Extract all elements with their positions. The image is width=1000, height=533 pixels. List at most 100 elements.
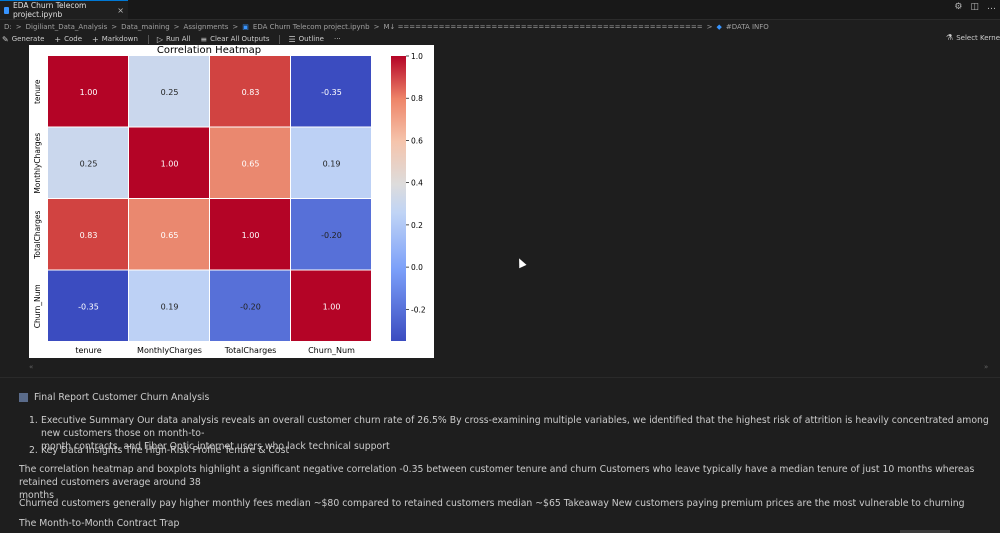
cell-value-label: -0.35 xyxy=(78,302,99,311)
bar-chart-icon xyxy=(19,393,28,402)
breadcrumb-item[interactable]: M↓ =====================================… xyxy=(383,22,703,31)
colorbar-tick-label: -0.2 xyxy=(411,305,426,314)
cell-value-label: 1.00 xyxy=(323,302,341,311)
cell-value-label: 0.65 xyxy=(161,231,179,240)
cell-value-label: -0.35 xyxy=(321,88,342,97)
add-markdown-button[interactable]: + Markdown xyxy=(92,35,138,44)
toolbar-separator xyxy=(279,34,281,44)
heatmap-cell xyxy=(291,127,371,198)
clear-all-icon: ≡ xyxy=(200,34,208,44)
sparkle-icon: ✎ xyxy=(2,34,9,44)
more-label: ··· xyxy=(333,35,341,43)
heatmap-cell xyxy=(129,56,209,127)
add-code-button[interactable]: + Code xyxy=(54,35,82,44)
cell-value-label: 0.65 xyxy=(242,159,260,168)
report-title: Final Report Customer Churn Analysis xyxy=(34,392,210,403)
heatmap-cell xyxy=(210,199,290,270)
y-tick-label: tenure xyxy=(33,79,42,104)
gear-icon[interactable]: ⚙ xyxy=(954,2,963,12)
breadcrumb-item[interactable]: Assignments xyxy=(183,22,229,31)
generate-button[interactable]: ✎ Generate xyxy=(2,35,44,44)
clear-outputs-button[interactable]: ≡ Clear All Outputs xyxy=(200,35,269,44)
breadcrumb: D: > Digiliant_Data_Analysis > Data_main… xyxy=(0,20,1000,33)
item1-text: Executive Summary Our data analysis reve… xyxy=(41,415,989,439)
breadcrumb-item[interactable]: Data_maining xyxy=(121,22,170,31)
colorbar-tick-label: 0.4 xyxy=(411,179,423,188)
colorbar-tick-label: 0.0 xyxy=(411,263,423,272)
heatmap-cell xyxy=(210,127,290,198)
run-all-button[interactable]: ▷ Run All xyxy=(157,35,190,44)
plus-icon: + xyxy=(54,34,62,44)
scroll-right-icon[interactable]: » xyxy=(984,363,989,371)
heatmap-cell xyxy=(210,270,290,341)
heatmap-cell xyxy=(48,56,128,127)
generate-label: Generate xyxy=(11,35,45,43)
status-indicator xyxy=(900,530,950,533)
cell-divider xyxy=(0,377,1000,378)
plus-icon: + xyxy=(92,34,99,44)
symbol-icon: ◆ xyxy=(716,22,722,31)
x-tick-label: tenure xyxy=(75,346,101,355)
list-icon: ☰ xyxy=(288,34,296,44)
paragraph: The correlation heatmap and boxplots hig… xyxy=(19,463,994,502)
cell-value-label: 1.00 xyxy=(242,231,260,240)
split-editor-icon[interactable]: ◫ xyxy=(970,2,979,12)
outline-button[interactable]: ☰ Outline xyxy=(288,35,324,44)
cell-value-label: 0.83 xyxy=(242,88,260,97)
breadcrumb-item[interactable]: Digiliant_Data_Analysis xyxy=(25,22,108,31)
breadcrumb-item[interactable]: EDA Churn Telecom project.ipynb xyxy=(252,22,370,31)
heatmap-cell xyxy=(129,127,209,198)
breadcrumb-separator: > xyxy=(173,22,180,31)
breadcrumb-separator: > xyxy=(111,22,118,31)
breadcrumb-item[interactable]: D: xyxy=(4,22,12,31)
heatmap-cell xyxy=(210,56,290,127)
close-icon[interactable]: × xyxy=(117,5,124,15)
scroll-left-icon[interactable]: « xyxy=(29,363,34,371)
paragraph: The Month-to-Month Contract Trap xyxy=(19,517,179,530)
notebook-tab[interactable]: EDA Churn Telecom project.ipynb × xyxy=(0,0,128,19)
heatmap-cell xyxy=(129,270,209,341)
mouse-cursor xyxy=(515,256,527,269)
heatmap-cell xyxy=(291,199,371,270)
y-tick-label: MonthlyCharges xyxy=(33,133,42,194)
heatmap-cell xyxy=(291,270,371,341)
kernel-label: Select Kernel xyxy=(956,33,1000,42)
more-actions-button[interactable]: ··· xyxy=(334,35,341,43)
more-icon[interactable]: … xyxy=(987,2,996,12)
editor-tab-bar: EDA Churn Telecom project.ipynb × ⚙ ◫ … xyxy=(0,0,1000,20)
colorbar-tick-label: 0.6 xyxy=(411,136,423,145)
item2-text: Key Data Insights The High-Risk Profile … xyxy=(41,445,290,456)
para2-text: Churned customers generally pay higher m… xyxy=(19,498,965,509)
cell-value-label: 0.25 xyxy=(80,159,98,168)
paragraph: Churned customers generally pay higher m… xyxy=(19,497,965,510)
cell-value-label: 0.19 xyxy=(323,159,341,168)
colorbar-tick-label: 0.8 xyxy=(411,94,423,103)
para1-text: The correlation heatmap and boxplots hig… xyxy=(19,464,975,488)
colorbar xyxy=(391,56,406,341)
y-tick-label: TotalCharges xyxy=(33,210,42,259)
cell-value-label: -0.20 xyxy=(240,302,261,311)
run-all-icon: ▷ xyxy=(156,34,164,44)
editor-actions: ⚙ ◫ … xyxy=(954,2,996,12)
colorbar-tick-label: 1.0 xyxy=(411,52,423,61)
run-all-label: Run All xyxy=(166,35,191,43)
heatmap-cell xyxy=(291,56,371,127)
para1-text-cont: months xyxy=(19,490,55,501)
breadcrumb-item[interactable]: #DATA INFO xyxy=(725,22,769,31)
cell-value-label: 0.19 xyxy=(161,302,179,311)
cell-value-label: -0.20 xyxy=(321,231,342,240)
item1-text-cont: month contracts, and Fiber Optic interne… xyxy=(41,441,390,452)
select-kernel-button[interactable]: ⚗ Select Kernel xyxy=(946,33,1000,42)
list-item: 1. Executive Summary Our data analysis re… xyxy=(29,415,989,452)
y-tick-label: Churn_Num xyxy=(33,284,42,328)
notebook-toolbar: ✎ Generate + Code + Markdown ▷ Run All ≡… xyxy=(0,33,1000,45)
x-tick-label: Churn_Num xyxy=(308,346,355,355)
code-label: Code xyxy=(64,35,83,43)
cell-value-label: 1.00 xyxy=(80,88,98,97)
heatmap-output: Correlation Heatmap 1.00 0.25 0.83 -0.35 0.2… xyxy=(29,45,434,358)
heatmap-cell xyxy=(129,199,209,270)
heatmap-cell xyxy=(48,199,128,270)
x-tick-label: TotalCharges xyxy=(224,346,277,355)
list-item: 2. Key Data Insights The High-Risk Profil… xyxy=(29,445,290,456)
tab-title: EDA Churn Telecom project.ipynb xyxy=(13,1,87,19)
